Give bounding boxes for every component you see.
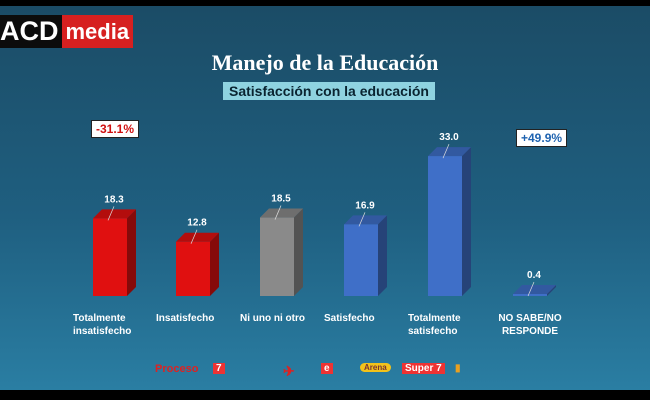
- category-label: Insatisfecho: [156, 313, 215, 324]
- sponsor-proceso: Proceso: [155, 363, 199, 375]
- bar-top: [513, 285, 556, 294]
- label-leader: [358, 212, 366, 227]
- bar-top: [176, 232, 219, 242]
- bar: [93, 218, 127, 296]
- bar: [513, 294, 547, 296]
- bar: [428, 156, 462, 296]
- data-label: 18.3: [104, 194, 124, 205]
- acd-media-logo: ACD media: [0, 15, 134, 48]
- bar-top: [344, 215, 387, 225]
- negative-delta-badge: -31.1%: [91, 120, 140, 138]
- sponsor-logo-icon: ▮: [455, 363, 461, 374]
- positive-delta-badge: +49.9%: [516, 129, 568, 147]
- bar-top: [428, 147, 471, 157]
- bar: [260, 217, 294, 296]
- bar-top: [93, 209, 136, 219]
- logo-media: media: [61, 15, 134, 48]
- bar: [344, 224, 378, 296]
- data-label: 12.8: [187, 218, 207, 229]
- data-label: 33.0: [439, 132, 459, 143]
- data-label: 0.4: [527, 270, 541, 281]
- logo-acd: ACD: [0, 15, 62, 48]
- chart-title: Manejo de la Educación: [211, 50, 439, 75]
- category-label: Totalmente satisfecho: [408, 313, 461, 337]
- slide-background: [0, 6, 650, 390]
- category-label: Satisfecho: [324, 313, 375, 324]
- label-leader: [274, 205, 282, 220]
- sponsor-arena: Arena: [360, 363, 391, 372]
- sponsor-7: 7: [213, 363, 225, 374]
- category-label: NO SABE/NO RESPONDE: [498, 313, 562, 337]
- chart-subtitle: Satisfacción con la educación: [223, 82, 435, 100]
- label-leader: [527, 281, 535, 297]
- bar-side: [127, 209, 136, 296]
- bar-side: [210, 232, 219, 296]
- sponsor-super7: Super 7: [402, 363, 445, 374]
- sponsor-bird-icon: ✈: [283, 363, 295, 379]
- category-label: Totalmente insatisfecho: [73, 313, 132, 337]
- label-leader: [190, 229, 198, 244]
- sponsor-strip: Proceso 7 ✈ e Arena Super 7 ▮: [0, 363, 650, 383]
- data-label: 16.9: [355, 200, 375, 211]
- label-leader: [107, 206, 115, 221]
- bar-top: [260, 208, 303, 218]
- label-leader: [442, 143, 450, 159]
- data-label: 18.5: [271, 194, 291, 205]
- bar-side: [547, 285, 556, 296]
- bar: [176, 241, 210, 296]
- bar-side: [294, 208, 303, 296]
- sponsor-e: e: [321, 363, 333, 374]
- bar-side: [378, 215, 387, 296]
- category-label: Ni uno ni otro: [240, 313, 305, 324]
- bar-side: [462, 147, 471, 296]
